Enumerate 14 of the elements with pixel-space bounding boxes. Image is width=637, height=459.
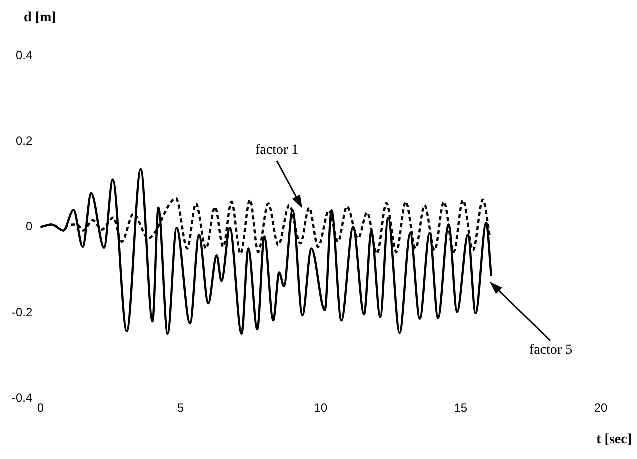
annotation: factor 1 <box>256 143 299 160</box>
annotation: factor 5 <box>529 343 573 360</box>
y-axis-title: d [m] <box>24 10 56 26</box>
x-axis-title: t [sec] <box>596 432 632 448</box>
y-tick-label: 0.2 <box>16 134 33 148</box>
y-tick-label: -0.4 <box>12 390 33 405</box>
y-tick-label: 0 <box>26 220 33 234</box>
y-tick-label: 0.4 <box>16 48 33 62</box>
x-tick-label: 0 <box>37 401 44 416</box>
x-tick-label: 10 <box>314 401 328 416</box>
x-tick-label: 15 <box>454 401 468 416</box>
x-tick-label: 20 <box>594 401 608 416</box>
y-tick-label: -0.2 <box>12 305 33 320</box>
x-tick-label: 5 <box>177 401 184 416</box>
